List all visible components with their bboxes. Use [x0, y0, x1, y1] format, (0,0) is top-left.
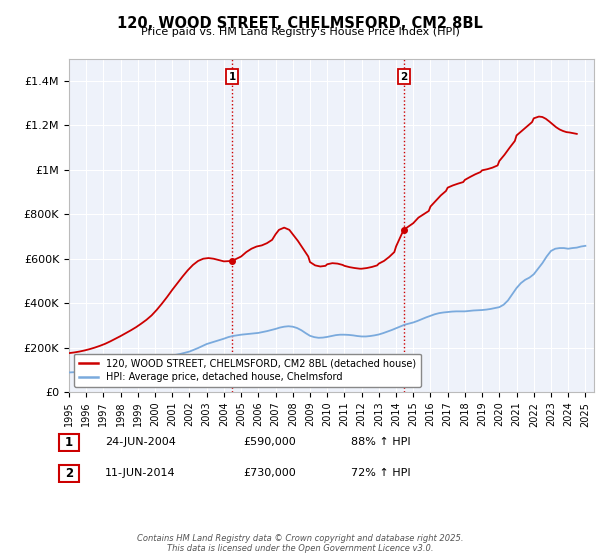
Text: 88% ↑ HPI: 88% ↑ HPI [351, 437, 410, 447]
Text: £590,000: £590,000 [243, 437, 296, 447]
Text: 24-JUN-2004: 24-JUN-2004 [105, 437, 176, 447]
Text: 72% ↑ HPI: 72% ↑ HPI [351, 468, 410, 478]
Text: 2: 2 [400, 72, 407, 82]
Text: 2: 2 [65, 466, 73, 480]
Text: Contains HM Land Registry data © Crown copyright and database right 2025.
This d: Contains HM Land Registry data © Crown c… [137, 534, 463, 553]
FancyBboxPatch shape [59, 465, 79, 482]
Text: Price paid vs. HM Land Registry's House Price Index (HPI): Price paid vs. HM Land Registry's House … [140, 27, 460, 37]
FancyBboxPatch shape [59, 434, 79, 451]
Legend: 120, WOOD STREET, CHELMSFORD, CM2 8BL (detached house), HPI: Average price, deta: 120, WOOD STREET, CHELMSFORD, CM2 8BL (d… [74, 353, 421, 387]
Text: £730,000: £730,000 [243, 468, 296, 478]
Text: 11-JUN-2014: 11-JUN-2014 [105, 468, 176, 478]
Text: 1: 1 [229, 72, 236, 82]
Text: 1: 1 [65, 436, 73, 449]
Text: 120, WOOD STREET, CHELMSFORD, CM2 8BL: 120, WOOD STREET, CHELMSFORD, CM2 8BL [117, 16, 483, 31]
